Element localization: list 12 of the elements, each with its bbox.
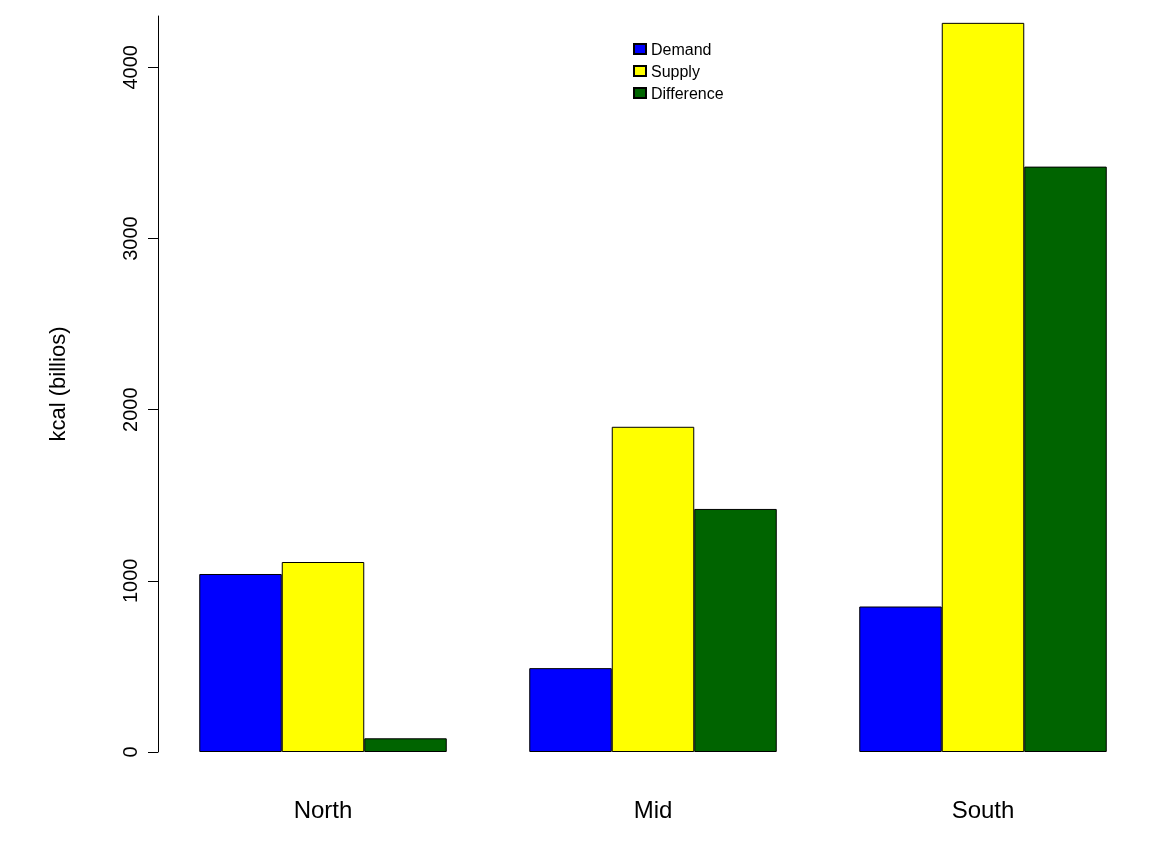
legend-label: Demand xyxy=(651,40,712,58)
y-tick-label: 3000 xyxy=(119,216,141,261)
x-tick-label: North xyxy=(293,795,353,823)
x-tick-label: Mid xyxy=(633,795,673,823)
x-tick-label: South xyxy=(951,795,1015,823)
y-tick-label: 1000 xyxy=(119,558,141,604)
legend-label: Supply xyxy=(651,62,700,80)
y-tick-label: 0 xyxy=(119,746,141,758)
y-axis-title: kcal (billios) xyxy=(44,326,70,442)
y-tick-label: 4000 xyxy=(119,45,141,90)
legend-label: Difference xyxy=(651,84,724,102)
y-tick-label: 2000 xyxy=(119,387,141,432)
